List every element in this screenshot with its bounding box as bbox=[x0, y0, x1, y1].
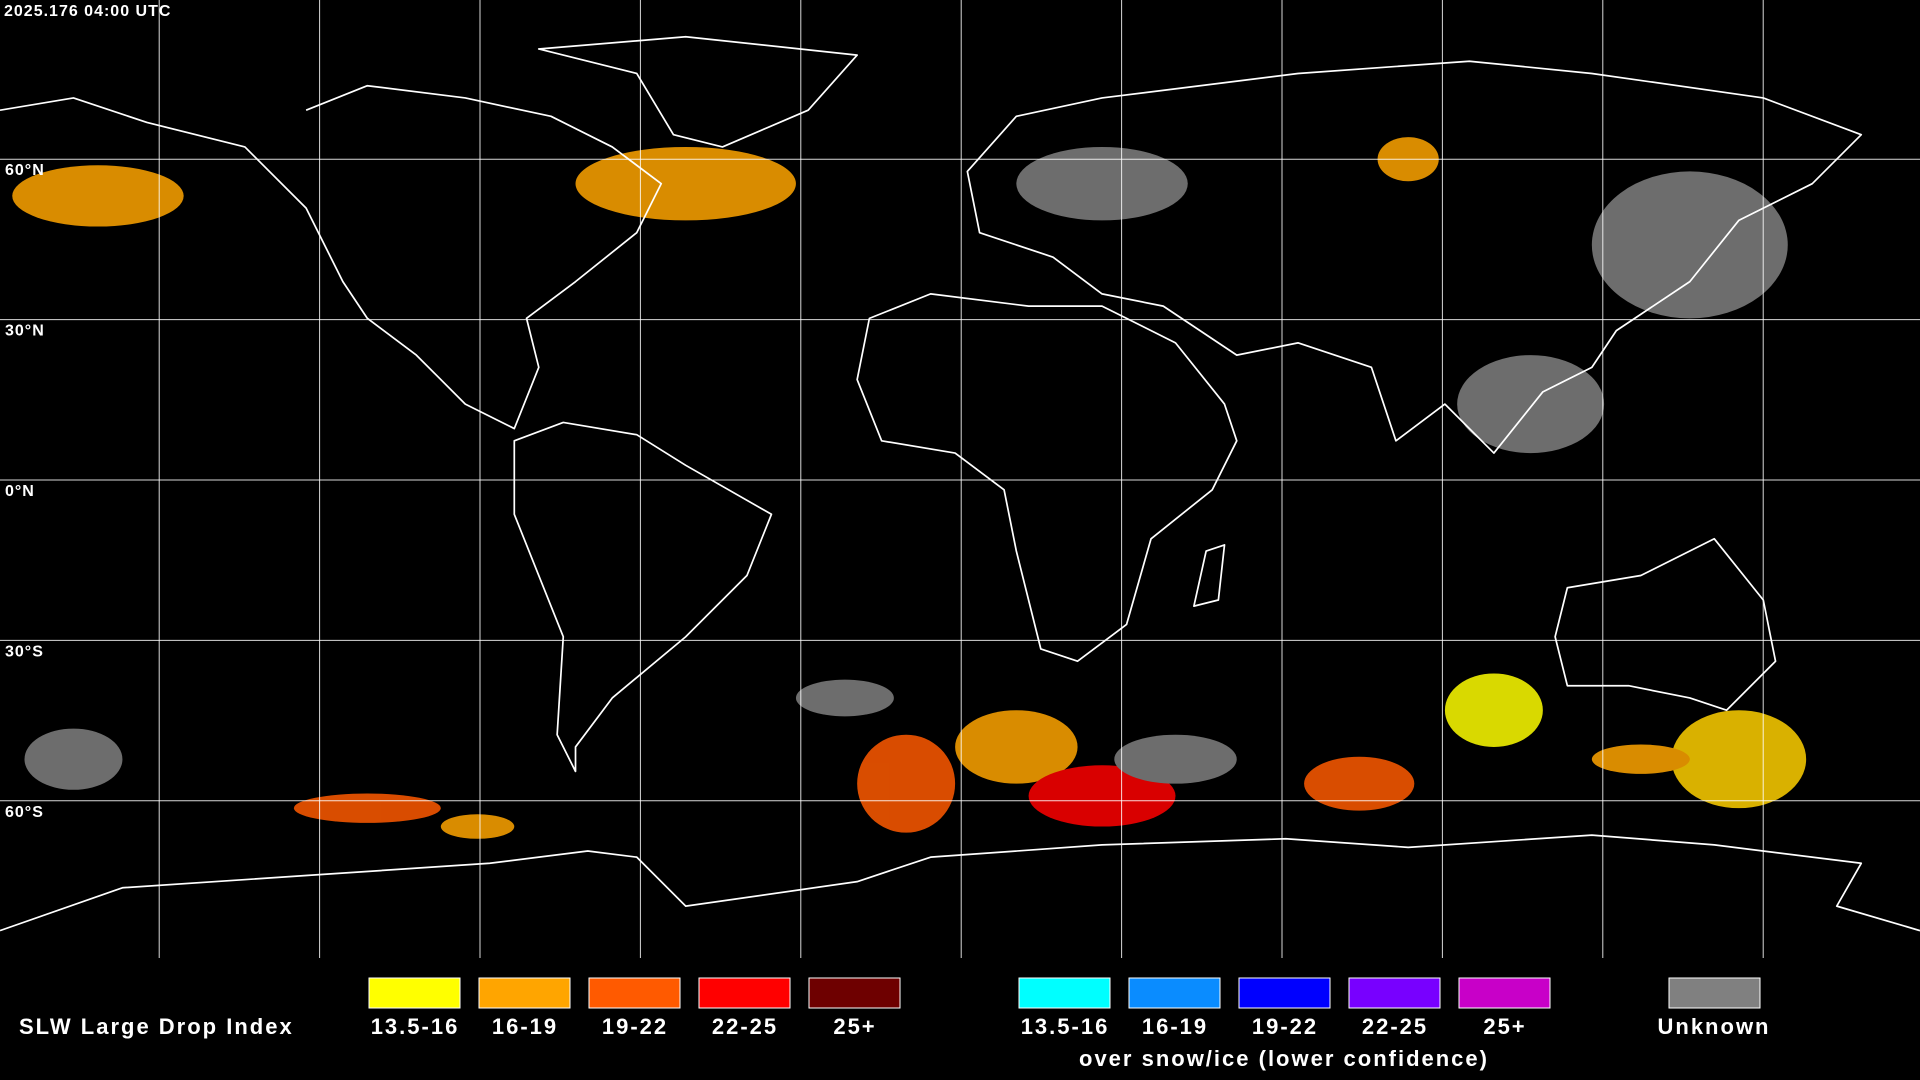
legend-swatch bbox=[368, 977, 461, 1009]
legend-swatch bbox=[808, 977, 901, 1009]
graticule bbox=[0, 0, 1920, 958]
legend-label: 25+ bbox=[833, 1014, 876, 1039]
eurasia bbox=[966, 60, 1863, 454]
legend-label: 19-22 bbox=[602, 1014, 668, 1039]
legend-label: 22-25 bbox=[712, 1014, 778, 1039]
blob bbox=[575, 146, 796, 221]
australia bbox=[1554, 537, 1777, 712]
blob bbox=[24, 728, 123, 790]
timestamp: 2025.176 04:00 UTC bbox=[4, 3, 171, 20]
blob bbox=[1591, 744, 1690, 774]
latitude-label: 30°N bbox=[5, 323, 45, 340]
map-background bbox=[0, 0, 1920, 958]
legend-label: 25+ bbox=[1483, 1014, 1526, 1039]
legend-swatch bbox=[1128, 977, 1221, 1009]
blob bbox=[955, 710, 1078, 784]
legend-label: 13.5-16 bbox=[371, 1014, 460, 1039]
legend-swatch bbox=[478, 977, 571, 1009]
legend-swatch bbox=[698, 977, 791, 1009]
legend-label: 13.5-16 bbox=[1021, 1014, 1110, 1039]
madagascar bbox=[1193, 544, 1226, 607]
africa bbox=[856, 293, 1238, 663]
south-america bbox=[513, 421, 773, 773]
north-america bbox=[0, 84, 663, 430]
legend-swatch bbox=[1238, 977, 1331, 1009]
latitude-label: 30°S bbox=[5, 643, 44, 660]
legend-title: SLW Large Drop Index bbox=[19, 1014, 294, 1039]
blob bbox=[1591, 171, 1788, 319]
blob bbox=[1114, 734, 1237, 784]
blob bbox=[795, 679, 894, 717]
legend-label: Unknown bbox=[1658, 1014, 1771, 1039]
latitude-label: 60°N bbox=[5, 162, 45, 179]
blob bbox=[857, 734, 956, 833]
latitude-label: 0°N bbox=[5, 483, 35, 500]
legend-swatch bbox=[1018, 977, 1111, 1009]
latitude-label: 60°S bbox=[5, 804, 44, 821]
greenland bbox=[537, 35, 859, 148]
legend-swatch bbox=[1668, 977, 1761, 1009]
blob bbox=[1028, 765, 1176, 827]
legend-swatch bbox=[1458, 977, 1551, 1009]
cloud-blobs bbox=[12, 137, 1807, 839]
blob bbox=[12, 165, 184, 227]
legend-label: 19-22 bbox=[1252, 1014, 1318, 1039]
legend-swatch bbox=[1348, 977, 1441, 1009]
blob bbox=[1444, 673, 1543, 747]
blob bbox=[293, 793, 441, 823]
legend-label: 16-19 bbox=[1142, 1014, 1208, 1039]
blob bbox=[440, 814, 515, 839]
blob bbox=[1016, 146, 1188, 221]
legend-swatch bbox=[588, 977, 681, 1009]
legend-label: 22-25 bbox=[1362, 1014, 1428, 1039]
snow-ice-note: over snow/ice (lower confidence) bbox=[1079, 1046, 1489, 1071]
blob bbox=[1671, 710, 1807, 809]
blob bbox=[1304, 756, 1415, 811]
legend-label: 16-19 bbox=[492, 1014, 558, 1039]
